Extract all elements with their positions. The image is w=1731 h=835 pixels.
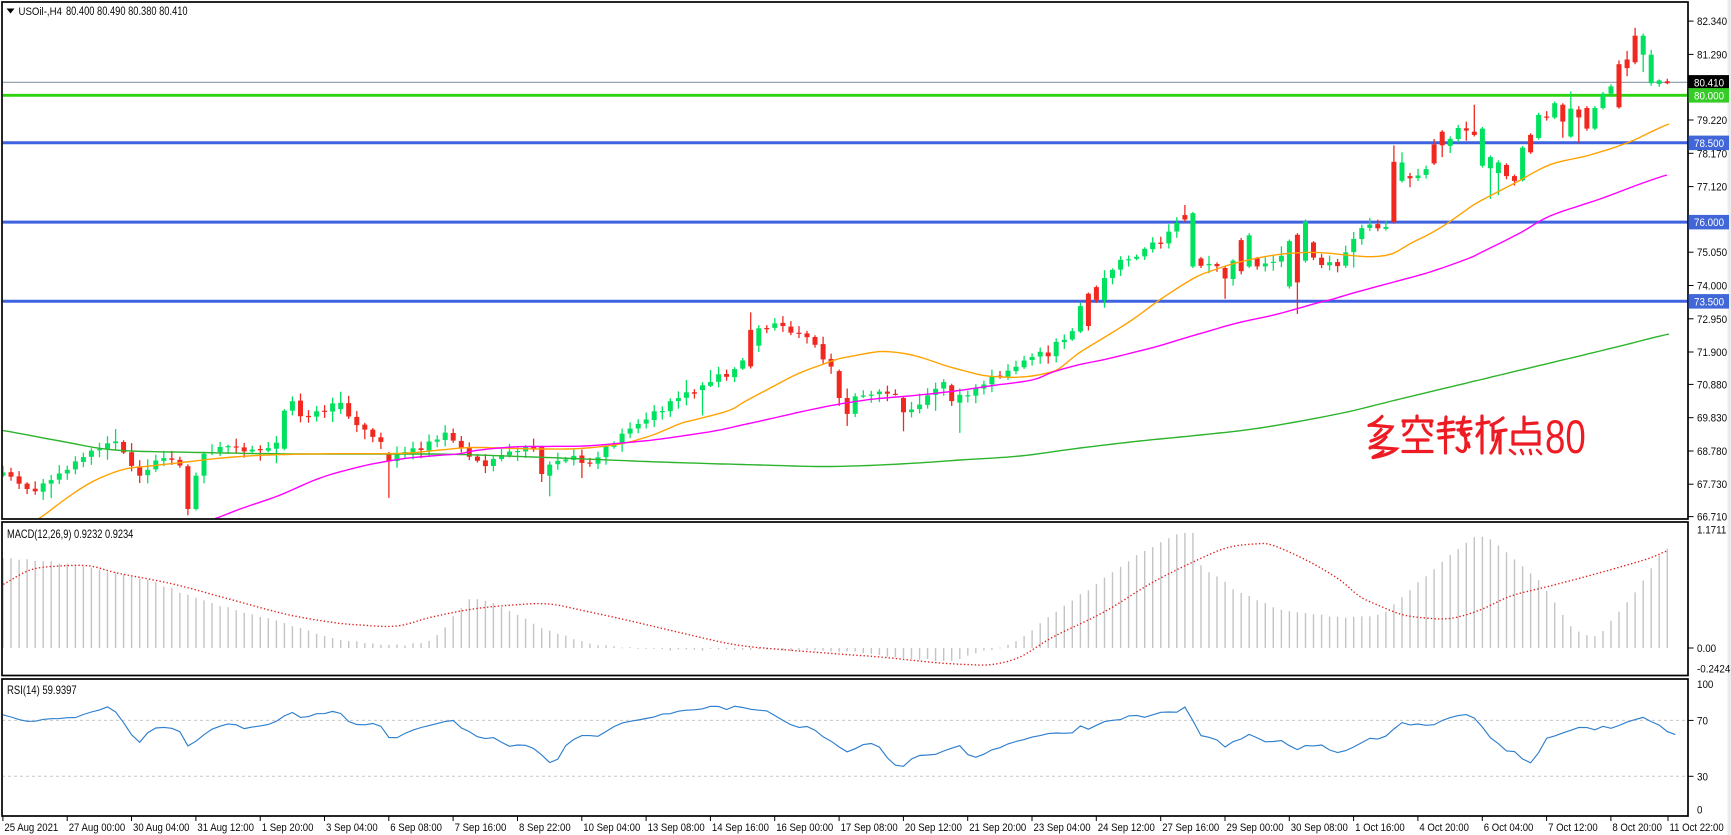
svg-text:74.000: 74.000 (1697, 280, 1727, 293)
svg-text:81.290: 81.290 (1697, 49, 1727, 62)
svg-text:10 Sep 04:00: 10 Sep 04:00 (583, 822, 640, 834)
svg-text:67.730: 67.730 (1697, 479, 1727, 492)
svg-text:USOil-,H4: USOil-,H4 (19, 5, 63, 18)
svg-text:4 Oct 20:00: 4 Oct 20:00 (1419, 822, 1469, 834)
svg-text:20 Sep 12:00: 20 Sep 12:00 (905, 822, 962, 834)
svg-text:8 Oct 20:00: 8 Oct 20:00 (1612, 822, 1662, 834)
svg-text:75.050: 75.050 (1697, 247, 1727, 260)
svg-text:78.170: 78.170 (1697, 148, 1727, 161)
svg-text:23 Sep 04:00: 23 Sep 04:00 (1034, 822, 1091, 834)
svg-text:69.830: 69.830 (1697, 412, 1727, 425)
svg-text:78.500: 78.500 (1694, 137, 1724, 150)
svg-text:17 Sep 08:00: 17 Sep 08:00 (841, 822, 898, 834)
svg-text:30 Aug 04:00: 30 Aug 04:00 (133, 822, 190, 834)
svg-text:100: 100 (1697, 679, 1713, 692)
svg-text:1.1711: 1.1711 (1697, 524, 1726, 537)
svg-text:82.340: 82.340 (1697, 15, 1727, 28)
svg-text:70: 70 (1697, 715, 1708, 728)
svg-text:70.880: 70.880 (1697, 379, 1727, 392)
svg-text:1 Oct 16:00: 1 Oct 16:00 (1355, 822, 1405, 834)
svg-text:80.400 80.490 80.380 80.410: 80.400 80.490 80.380 80.410 (66, 6, 188, 18)
svg-text:77.120: 77.120 (1697, 181, 1727, 194)
svg-text:7 Sep 16:00: 7 Sep 16:00 (455, 822, 507, 834)
svg-text:0.00: 0.00 (1697, 642, 1716, 655)
svg-text:24 Sep 12:00: 24 Sep 12:00 (1098, 822, 1155, 834)
svg-text:11 Oct 22:00: 11 Oct 22:00 (1670, 822, 1724, 834)
svg-text:30 Sep 08:00: 30 Sep 08:00 (1291, 822, 1348, 834)
svg-text:14 Sep 16:00: 14 Sep 16:00 (712, 822, 769, 834)
svg-text:RSI(14) 59.9397: RSI(14) 59.9397 (7, 684, 77, 697)
svg-text:79.220: 79.220 (1697, 114, 1727, 127)
svg-text:25 Aug 2021: 25 Aug 2021 (4, 822, 58, 834)
svg-text:80.000: 80.000 (1694, 90, 1724, 103)
svg-text:80.410: 80.410 (1694, 77, 1724, 90)
svg-text:21 Sep 20:00: 21 Sep 20:00 (969, 822, 1026, 834)
svg-text:1 Sep 20:00: 1 Sep 20:00 (262, 822, 314, 834)
svg-text:6 Sep 08:00: 6 Sep 08:00 (390, 822, 442, 834)
svg-text:29 Sep 00:00: 29 Sep 00:00 (1227, 822, 1284, 834)
svg-text:27 Aug 00:00: 27 Aug 00:00 (69, 822, 126, 834)
svg-text:80: 80 (1545, 411, 1586, 463)
svg-text:30: 30 (1697, 771, 1708, 784)
svg-text:31 Aug 12:00: 31 Aug 12:00 (197, 822, 254, 834)
svg-text:0: 0 (1697, 804, 1703, 817)
svg-text:76.000: 76.000 (1694, 216, 1724, 229)
svg-text:68.780: 68.780 (1697, 445, 1727, 458)
svg-text:16 Sep 00:00: 16 Sep 00:00 (776, 822, 833, 834)
svg-text:72.950: 72.950 (1697, 313, 1727, 326)
svg-text:13 Sep 08:00: 13 Sep 08:00 (648, 822, 705, 834)
svg-text:8 Sep 22:00: 8 Sep 22:00 (519, 822, 571, 834)
svg-text:7 Oct 12:00: 7 Oct 12:00 (1548, 822, 1598, 834)
svg-text:71.900: 71.900 (1697, 346, 1727, 359)
svg-text:3 Sep 04:00: 3 Sep 04:00 (326, 822, 378, 834)
svg-text:66.710: 66.710 (1697, 511, 1727, 524)
svg-text:MACD(12,26,9) 0.9232 0.9234: MACD(12,26,9) 0.9232 0.9234 (7, 528, 133, 541)
svg-text:-0.2424: -0.2424 (1697, 663, 1730, 676)
svg-text:6 Oct 04:00: 6 Oct 04:00 (1484, 822, 1534, 834)
svg-text:27 Sep 16:00: 27 Sep 16:00 (1162, 822, 1219, 834)
svg-text:73.500: 73.500 (1694, 296, 1724, 309)
